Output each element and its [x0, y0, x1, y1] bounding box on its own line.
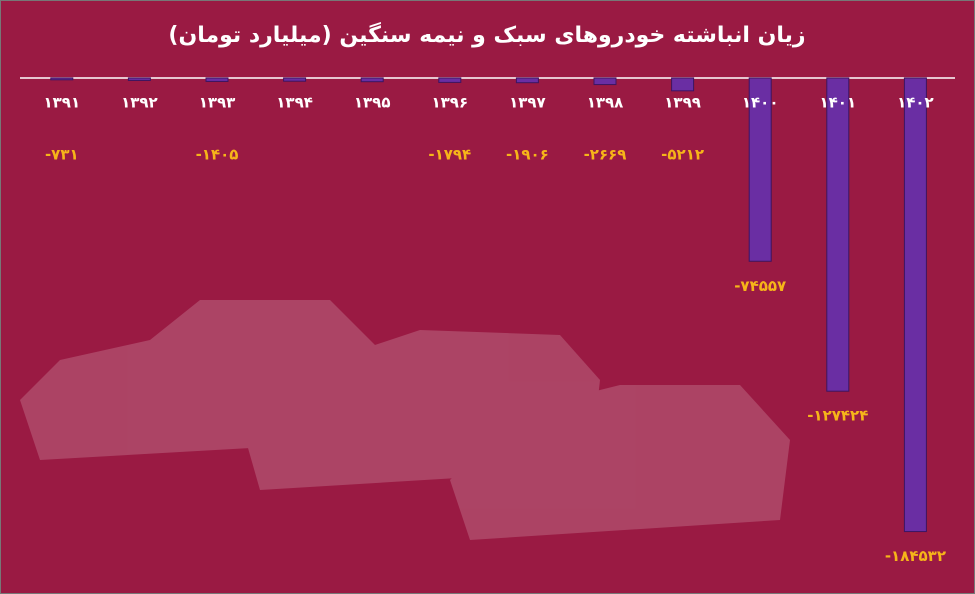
x-tick-label: ۱۳۹۴	[276, 94, 313, 112]
value-label: -۱۲۷۴۲۴	[807, 407, 868, 425]
x-tick-label: ۱۴۰۰	[742, 94, 779, 112]
value-label: -۵۲۱۲	[661, 146, 704, 164]
x-tick-label: ۱۳۹۳	[199, 94, 236, 112]
x-tick-label: ۱۳۹۱	[43, 94, 80, 112]
value-label: -۲۶۶۹	[584, 146, 627, 164]
x-tick-label: ۱۳۹۶	[431, 94, 468, 112]
x-tick-label: ۱۴۰۲	[897, 94, 934, 112]
x-tick-label: ۱۳۹۷	[509, 94, 546, 112]
bar	[127, 77, 151, 81]
bar	[438, 77, 462, 83]
value-label: -۱۷۹۴	[428, 146, 471, 164]
bar	[205, 77, 229, 82]
bar	[50, 77, 74, 81]
x-tick-label: ۱۳۹۵	[354, 94, 391, 112]
x-tick-label: ۱۳۹۸	[587, 94, 624, 112]
value-label: -۱۹۰۶	[506, 146, 549, 164]
bar	[515, 77, 539, 84]
value-label: -۱۸۴۵۳۲	[885, 547, 946, 565]
bar	[903, 77, 927, 533]
value-label: -۷۴۵۵۷	[734, 277, 786, 295]
bar	[826, 77, 850, 392]
bar	[283, 77, 307, 82]
x-tick-label: ۱۴۰۱	[819, 94, 856, 112]
x-tick-label: ۱۳۹۲	[121, 94, 158, 112]
bar	[671, 77, 695, 92]
chart-title: زیان انباشته خودروهای سبک و نیمه سنگین (…	[168, 21, 805, 48]
bar	[748, 77, 772, 262]
value-label: -۷۳۱	[45, 146, 79, 164]
x-tick-label: ۱۳۹۹	[664, 94, 701, 112]
value-label: -۱۴۰۵	[196, 146, 239, 164]
bar	[593, 77, 617, 86]
bar	[360, 77, 384, 83]
decoration	[20, 300, 790, 540]
